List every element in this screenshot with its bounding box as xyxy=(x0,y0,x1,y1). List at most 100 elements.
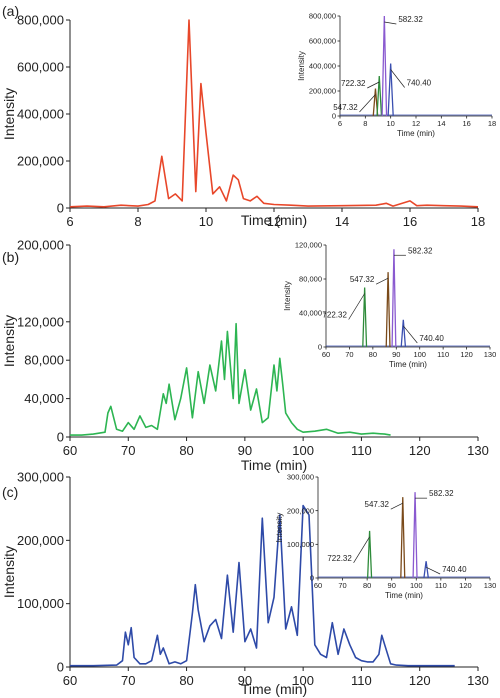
series-line xyxy=(70,504,455,667)
inset-peak-label: 722.32 xyxy=(322,311,347,320)
inset-y-tick-label: 0 xyxy=(318,343,322,352)
inset-background xyxy=(316,473,496,608)
inset-x-axis-title: Time (min) xyxy=(397,129,435,138)
inset-peak-label: 547.32 xyxy=(365,500,390,509)
inset-x-tick-label: 100 xyxy=(413,350,426,359)
y-tick-label: 200,000 xyxy=(17,154,64,169)
inset-peak-label: 547.32 xyxy=(333,103,358,112)
inset-x-tick-label: 70 xyxy=(345,350,353,359)
inset-x-tick-label: 70 xyxy=(338,581,346,590)
inset-x-axis-title: Time (min) xyxy=(389,360,427,369)
inset-x-tick-label: 120 xyxy=(459,581,472,590)
inset-peak xyxy=(400,497,406,579)
panel-label: (b) xyxy=(2,249,19,265)
inset-peak-pointer xyxy=(390,502,403,510)
inset-y-axis-title: Intensity xyxy=(297,51,306,81)
inset-peak xyxy=(412,492,418,579)
inset-y-tick-label: 300,000 xyxy=(287,473,314,482)
inset-peak-pointer xyxy=(375,277,389,285)
y-axis-title: Intensity xyxy=(1,88,17,140)
inset-peak xyxy=(376,75,383,117)
y-tick-label: 0 xyxy=(57,201,64,216)
inset-x-tick-label: 14 xyxy=(437,119,445,128)
inset-peak-label: 722.32 xyxy=(341,79,366,88)
inset-peak xyxy=(385,272,391,348)
inset-y-axis-title: Intensity xyxy=(283,281,292,311)
inset-peak-label: 582.32 xyxy=(398,15,423,24)
x-axis-title: Time (min) xyxy=(241,457,307,473)
inset-x-tick-label: 16 xyxy=(462,119,470,128)
inset-x-tick-label: 80 xyxy=(363,581,371,590)
inset-y-tick-label: 0 xyxy=(310,574,314,583)
inset-peak-pointer xyxy=(359,94,376,113)
x-tick-label: 90 xyxy=(238,443,252,458)
inset-peak-pointer xyxy=(425,566,441,575)
chart-panel-1: (a) 6 8 10 12 14 16 18 0 200,000 400,000 600,000 800… xyxy=(1,3,498,229)
y-tick-label: 800,000 xyxy=(17,13,64,28)
x-tick-label: 60 xyxy=(63,443,77,458)
y-tick-label: 600,000 xyxy=(17,60,64,75)
y-axis-title: Intensity xyxy=(1,546,17,598)
inset-x-tick-label: 60 xyxy=(322,350,330,359)
x-tick-label: 130 xyxy=(467,673,489,688)
x-tick-label: 8 xyxy=(134,214,141,229)
inset-y-tick-label: 80,000 xyxy=(299,275,322,284)
series-line xyxy=(70,322,391,436)
inset-y-tick-label: 800,000 xyxy=(309,12,336,21)
inset-peak-pointer xyxy=(367,81,380,89)
inset-x-tick-label: 90 xyxy=(392,350,400,359)
inset-x-tick-label: 8 xyxy=(363,119,367,128)
x-axis-title: Time (min) xyxy=(241,681,307,697)
inset-peak xyxy=(381,15,388,117)
x-tick-label: 120 xyxy=(409,443,431,458)
y-tick-label: 100,000 xyxy=(17,596,64,611)
inset-peak-label: 722.32 xyxy=(327,554,352,563)
y-tick-label: 0 xyxy=(57,660,64,675)
x-tick-label: 10 xyxy=(199,214,213,229)
panel-label: (a) xyxy=(2,3,19,19)
y-tick-label: 40,000 xyxy=(24,391,64,406)
inset-y-tick-label: 100,000 xyxy=(287,540,314,549)
inset-x-tick-label: 110 xyxy=(435,581,447,590)
y-tick-label: 0 xyxy=(57,430,64,445)
inset-peak-pointer xyxy=(348,293,365,320)
x-tick-label: 80 xyxy=(179,443,193,458)
inset-peak-pointer xyxy=(353,536,370,564)
inset-x-tick-label: 100 xyxy=(410,581,423,590)
inset-x-tick-label: 60 xyxy=(314,581,322,590)
inset-chart: 60 70 80 90 100 110 120 130 0 40,000 80,000 120,000… xyxy=(283,241,496,377)
inset-x-tick-label: 12 xyxy=(412,119,420,128)
x-tick-label: 100 xyxy=(292,443,314,458)
inset-x-tick-label: 80 xyxy=(369,350,377,359)
inset-peak xyxy=(423,561,429,579)
series-line xyxy=(69,19,479,208)
inset-y-tick-label: 120,000 xyxy=(295,241,322,250)
inset-peak xyxy=(387,63,394,117)
x-tick-label: 60 xyxy=(63,673,77,688)
inset-peak xyxy=(366,530,373,579)
inset-peak-label: 740.40 xyxy=(419,334,444,343)
inset-x-tick-label: 110 xyxy=(437,350,449,359)
inset-y-tick-label: 200,000 xyxy=(287,506,314,515)
inset-chart: 6 8 10 12 14 16 18 0 200,000 400,000 600,000 800,00… xyxy=(297,12,498,146)
x-tick-label: 18 xyxy=(471,214,485,229)
x-tick-label: 16 xyxy=(403,214,417,229)
inset-x-tick-label: 18 xyxy=(488,119,496,128)
inset-peak-label: 740.40 xyxy=(407,79,432,88)
inset-y-tick-label: 40,000 xyxy=(299,309,322,318)
y-tick-label: 300,000 xyxy=(17,470,64,485)
x-tick-label: 80 xyxy=(179,673,193,688)
inset-y-axis-title: Intensity xyxy=(275,513,284,543)
inset-x-tick-label: 90 xyxy=(388,581,396,590)
x-tick-label: 110 xyxy=(351,443,372,458)
y-tick-label: 200,000 xyxy=(17,533,64,548)
y-tick-label: 80,000 xyxy=(24,353,64,368)
y-tick-label: 120,000 xyxy=(17,314,64,329)
inset-x-tick-label: 130 xyxy=(484,581,497,590)
inset-x-tick-label: 6 xyxy=(338,119,342,128)
x-tick-label: 12 xyxy=(267,214,281,229)
inset-peak-pointer xyxy=(384,21,397,25)
panel-label: (c) xyxy=(2,484,18,500)
inset-y-tick-label: 600,000 xyxy=(309,37,336,46)
